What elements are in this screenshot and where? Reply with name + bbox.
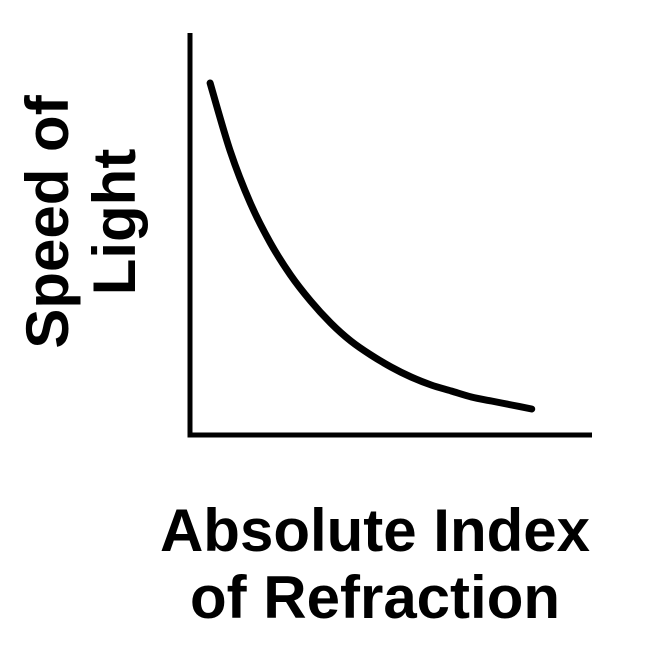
y-axis-label-line-1: Speed of — [14, 94, 81, 348]
x-axis-label-line-2: of Refraction — [190, 564, 560, 631]
x-axis-label-line-1: Absolute Index — [160, 497, 590, 564]
y-axis-label-line-2: Light — [81, 149, 148, 296]
y-axis-label: Speed of Light — [14, 94, 148, 348]
data-line-speed-vs-index — [206, 79, 536, 413]
